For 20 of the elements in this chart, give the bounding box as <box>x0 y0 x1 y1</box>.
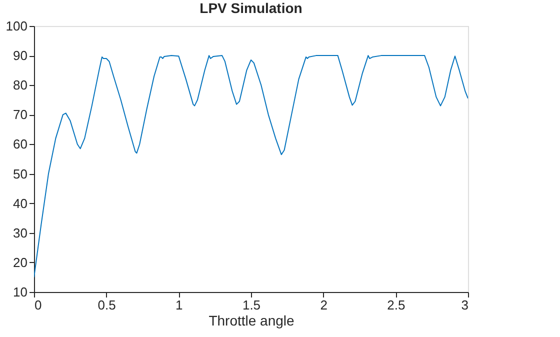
line-series <box>34 55 468 278</box>
y-tick-label: 30 <box>13 225 28 240</box>
x-tick-label: 1.5 <box>242 298 261 312</box>
chart-title: LPV Simulation <box>200 0 302 16</box>
y-tick-label: 10 <box>13 284 28 300</box>
y-tick-label: 80 <box>13 78 28 93</box>
y-tick-label: 40 <box>13 196 28 211</box>
x-tick-label: 3 <box>461 298 468 312</box>
y-tick-label: 100 <box>6 18 28 34</box>
y-tick-label: 70 <box>13 107 28 122</box>
y-tick-label: 20 <box>13 254 28 270</box>
y-tick-label: 90 <box>13 48 28 64</box>
y-tick-label: 50 <box>13 166 28 182</box>
x-tick-label: 0.5 <box>98 298 116 312</box>
x-tick-label: 0 <box>34 298 42 312</box>
y-tick-label: 60 <box>13 136 28 152</box>
x-tick-label: 1 <box>176 298 183 312</box>
x-tick-label: 2.5 <box>387 298 406 312</box>
x-tick-label: 2 <box>320 298 328 312</box>
x-axis-title: Throttle angle <box>208 312 295 328</box>
